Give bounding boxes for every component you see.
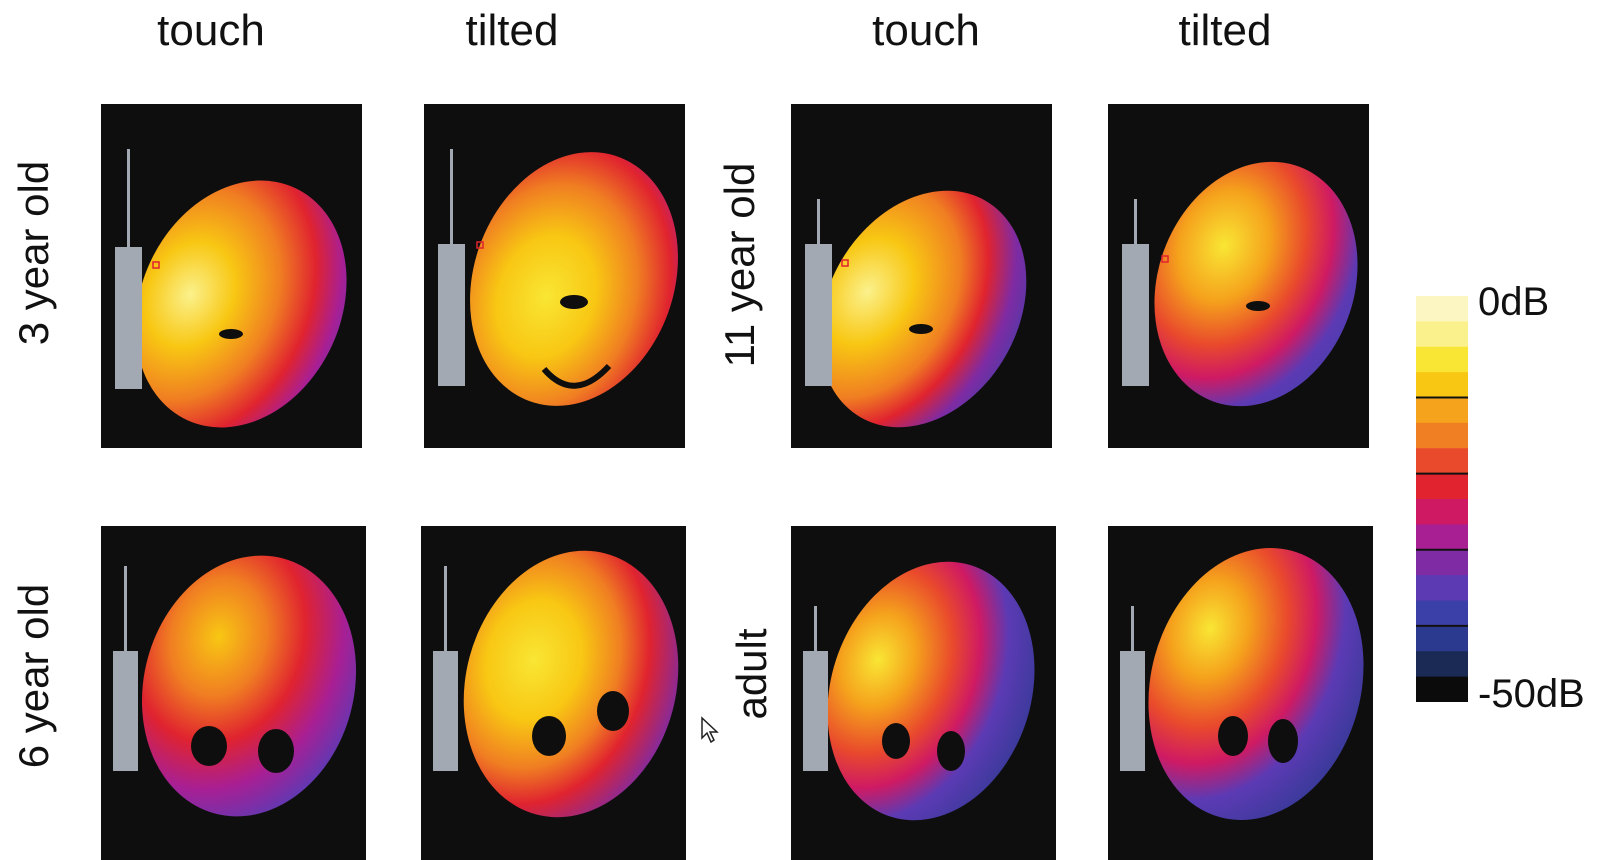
sar-panel-11-year-old-touch <box>791 104 1052 448</box>
colorbar-segment <box>1416 448 1468 475</box>
colorbar-segment <box>1416 524 1468 551</box>
row-label-3-year-old: 3 year old <box>10 160 57 346</box>
colorbar-segment <box>1416 575 1468 601</box>
colorbar-segment <box>1416 499 1468 525</box>
column-label-tilted-right: tilted <box>1178 6 1272 55</box>
sar-panel-adult-tilted <box>1108 526 1373 860</box>
sar-panel-11-year-old-tilted <box>1108 104 1369 448</box>
column-label-tilted-left: tilted <box>465 6 559 55</box>
colorbar <box>1416 296 1468 703</box>
colorbar-segment <box>1416 600 1468 627</box>
colorbar-segment <box>1416 346 1468 373</box>
colorbar-segment <box>1416 321 1468 348</box>
colorbar-segment <box>1416 372 1468 398</box>
row-label-6-year-old: 6 year old <box>10 583 57 769</box>
colorbar-segment <box>1416 473 1468 500</box>
sar-panel-6-year-old-touch <box>101 526 366 860</box>
colorbar-segment <box>1416 625 1468 652</box>
sar-panel-3-year-old-tilted <box>424 104 685 448</box>
colorbar-segment <box>1416 651 1468 678</box>
colorbar-segment <box>1416 676 1468 703</box>
colorbar-top-label: 0dB <box>1478 280 1550 324</box>
mouse-cursor-icon <box>700 716 722 744</box>
row-label-11-year-old: 11 year old <box>716 162 763 368</box>
row-label-adult: adult <box>728 628 775 720</box>
colorbar-segment <box>1416 422 1468 449</box>
sar-panel-6-year-old-tilted <box>421 526 686 860</box>
colorbar-segment <box>1416 549 1468 576</box>
column-label-touch-right: touch <box>872 6 980 55</box>
sar-panel-adult-touch <box>791 526 1056 860</box>
colorbar-segment <box>1416 397 1468 424</box>
column-label-touch-left: touch <box>157 6 265 55</box>
colorbar-segment <box>1416 296 1468 322</box>
sar-panel-3-year-old-touch <box>101 104 362 448</box>
colorbar-bottom-label: -50dB <box>1478 672 1585 716</box>
